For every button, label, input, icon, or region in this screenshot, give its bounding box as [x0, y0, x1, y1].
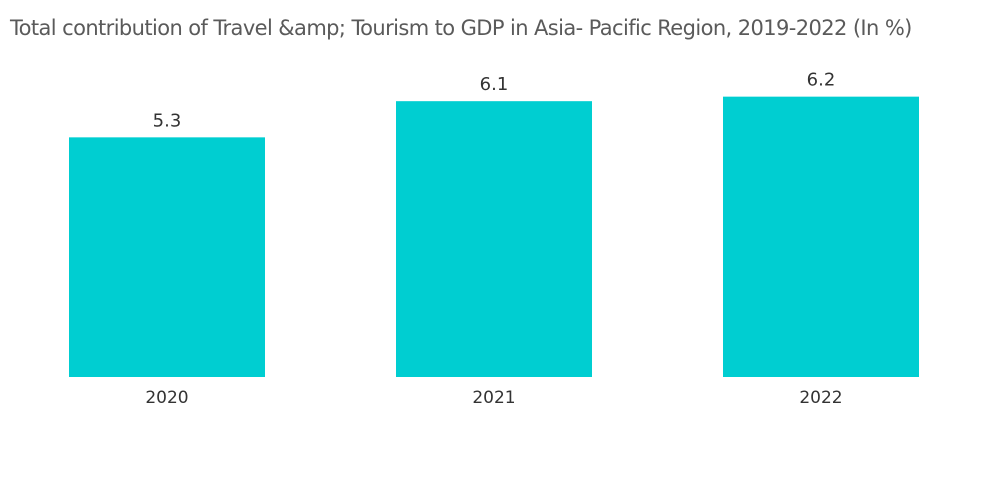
bars-layer	[69, 96, 919, 378]
x-tick-label-2021: 2021	[472, 388, 515, 408]
bar-2021	[396, 101, 592, 377]
chart-title: Total contribution of Travel &amp; Touri…	[10, 16, 912, 40]
x-tick-label-2020: 2020	[145, 388, 188, 408]
bar-value-label-2020: 5.3	[153, 110, 182, 131]
bar-value-label-2022: 6.2	[807, 70, 836, 91]
bar-2020	[69, 137, 265, 377]
bar-2022	[723, 96, 919, 378]
bar-value-label-2021: 6.1	[480, 74, 509, 95]
x-tick-label-2022: 2022	[799, 388, 842, 408]
labels-layer: 5.3 2020 6.1 2021 6.2 2022	[145, 70, 842, 408]
